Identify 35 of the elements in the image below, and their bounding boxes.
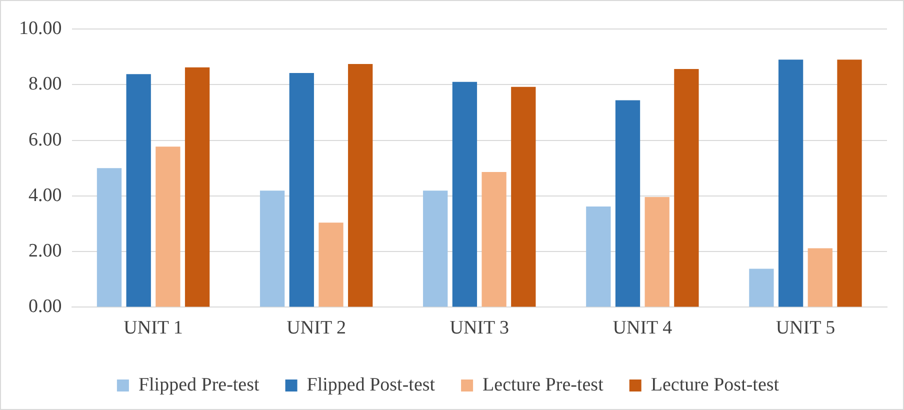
bar — [318, 222, 344, 307]
bar — [423, 190, 448, 307]
y-tick-label: 2.00 — [28, 240, 62, 262]
bar — [482, 172, 506, 307]
x-tick-label: UNIT 2 — [286, 318, 346, 339]
bar — [156, 146, 180, 307]
y-tick-label: 6.00 — [28, 129, 62, 150]
bar — [96, 168, 122, 307]
y-tick-label: 10.00 — [19, 18, 62, 39]
x-tick-label: UNIT 5 — [776, 318, 836, 339]
bar — [511, 86, 536, 307]
x-tick-label: UNIT 1 — [124, 318, 183, 339]
bar — [348, 64, 373, 307]
bar — [586, 206, 611, 307]
bar — [289, 72, 314, 307]
bar — [778, 60, 804, 307]
bar — [808, 248, 832, 307]
bar — [749, 268, 774, 307]
legend-label: Lecture Pre-test — [482, 374, 604, 396]
bar — [126, 74, 151, 307]
bar — [260, 190, 285, 307]
bar — [184, 67, 210, 307]
y-tick-label: 4.00 — [28, 184, 62, 206]
legend-label: Flipped Pre-test — [138, 374, 260, 396]
legend-label: Lecture Post-test — [650, 374, 780, 396]
bar — [452, 82, 478, 307]
legend-label: Flipped Post-test — [306, 374, 436, 396]
bar — [644, 197, 670, 307]
bar — [615, 100, 640, 307]
bar — [674, 69, 699, 307]
bar — [837, 60, 862, 307]
x-tick-label: UNIT 4 — [612, 318, 673, 339]
y-tick-label: 0.00 — [28, 296, 62, 318]
x-tick-label: UNIT 3 — [450, 318, 510, 339]
y-tick-label: 8.00 — [28, 74, 62, 95]
